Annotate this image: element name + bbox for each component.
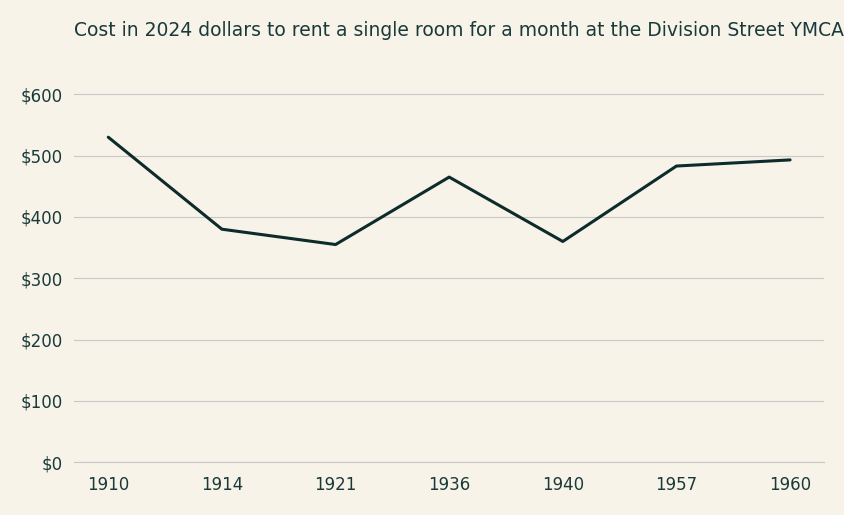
Text: Cost in 2024 dollars to rent a single room for a month at the Division Street YM: Cost in 2024 dollars to rent a single ro…	[74, 21, 843, 40]
